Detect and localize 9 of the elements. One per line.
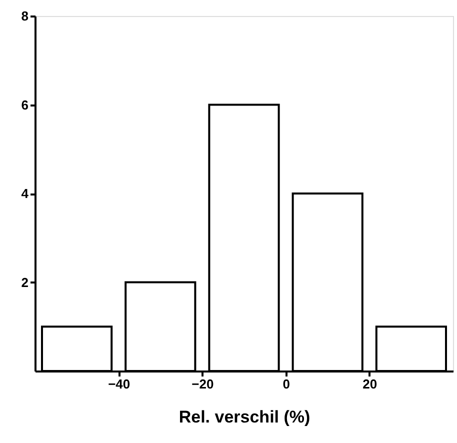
y-tick-label: 4 (21, 186, 30, 201)
x-tick-label: −20 (192, 376, 214, 392)
y-tick-label: 8 (21, 8, 28, 24)
y-tick-label: 6 (21, 97, 28, 112)
x-tick-label: −40 (108, 376, 130, 392)
x-axis-title: Rel. verschil (%) (178, 408, 310, 426)
x-tick-label: 0 (282, 376, 290, 392)
y-tick-label: 2 (21, 274, 28, 290)
x-tick-label: 20 (362, 376, 378, 392)
